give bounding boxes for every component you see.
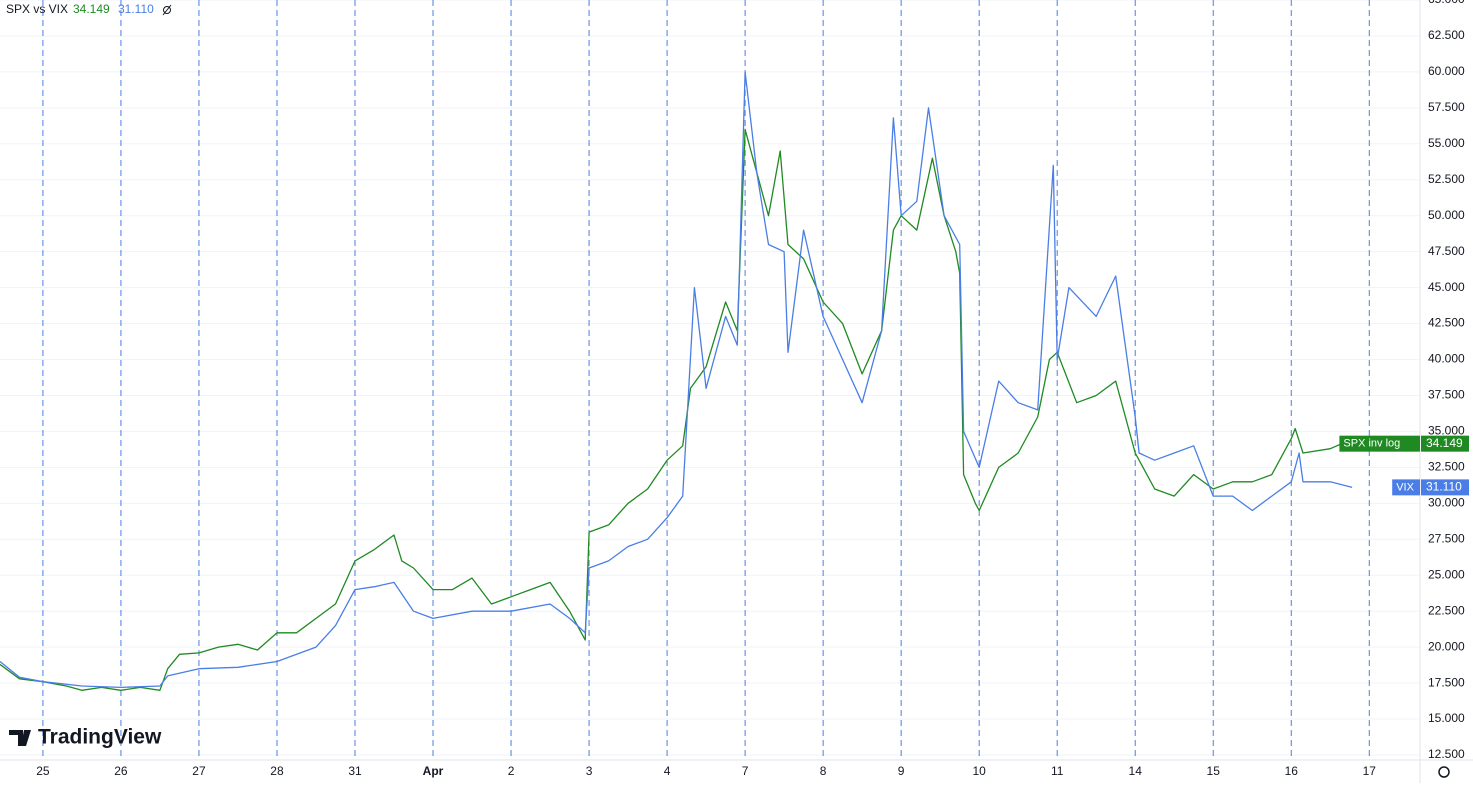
legend-value: 34.149	[73, 2, 110, 16]
watermark: TradingView	[38, 726, 162, 749]
x-tick-label: Apr	[423, 764, 444, 778]
x-tick-label: 16	[1285, 764, 1299, 778]
x-tick-label: 7	[742, 764, 749, 778]
y-tick-label: 40.000	[1428, 352, 1465, 366]
y-tick-label: 12.500	[1428, 747, 1465, 761]
visibility-icon[interactable]	[162, 4, 172, 16]
y-tick-label: 20.000	[1428, 639, 1465, 653]
series-name-label: VIX	[1396, 481, 1414, 493]
x-tick-label: 26	[114, 764, 128, 778]
y-tick-label: 50.000	[1428, 208, 1465, 222]
x-tick-label: 3	[586, 764, 593, 778]
last-value-box	[1421, 479, 1469, 496]
y-tick-label: 35.000	[1428, 424, 1465, 438]
y-tick-label: 37.500	[1428, 388, 1465, 402]
series-name-box	[1392, 479, 1420, 496]
plot	[0, 0, 1420, 760]
y-tick-label: 32.500	[1428, 460, 1465, 474]
y-tick-label: 55.000	[1428, 136, 1465, 150]
y-tick-label: 45.000	[1428, 280, 1465, 294]
x-tick-label: 4	[664, 764, 671, 778]
series-line	[0, 71, 1353, 689]
last-value-box	[1421, 435, 1469, 452]
logo	[9, 730, 31, 746]
y-tick-label: 30.000	[1428, 496, 1465, 510]
x-tick-label: 31	[348, 764, 362, 778]
series-name-box	[1339, 435, 1420, 452]
x-tick-label: 15	[1207, 764, 1221, 778]
x-tick-label: 14	[1129, 764, 1143, 778]
x-tick-label: 8	[820, 764, 827, 778]
last-value-label: 31.110	[1426, 480, 1462, 494]
legend-value: 31.110	[118, 2, 154, 16]
x-tick-label: 11	[1051, 764, 1064, 778]
x-tick-label: 25	[36, 764, 50, 778]
y-tick-label: 25.000	[1428, 567, 1465, 581]
y-tick-label: 65.000	[1428, 0, 1465, 6]
x-tick-label: 17	[1363, 764, 1377, 778]
series-name-label: SPX inv log	[1343, 438, 1400, 450]
last-value-label: 34.149	[1426, 436, 1463, 450]
y-tick-label: 60.000	[1428, 64, 1465, 78]
y-tick-label: 47.500	[1428, 244, 1465, 258]
x-tick-label: 10	[972, 764, 986, 778]
y-tick-label: 22.500	[1428, 603, 1465, 617]
y-tick-label: 52.500	[1428, 172, 1465, 186]
chart-title: SPX vs VIX	[6, 2, 68, 16]
x-tick-label: 9	[898, 764, 905, 778]
settings-icon[interactable]	[1438, 766, 1450, 778]
y-tick-label: 27.500	[1428, 531, 1465, 545]
y-tick-label: 62.500	[1428, 28, 1465, 42]
y-tick-label: 17.500	[1428, 675, 1465, 689]
series-line	[0, 128, 1353, 691]
x-tick-label: 2	[508, 764, 515, 778]
x-tick-label: 27	[192, 764, 206, 778]
x-tick-label: 28	[270, 764, 284, 778]
y-tick-label: 15.000	[1428, 711, 1465, 725]
y-tick-label: 57.500	[1428, 100, 1465, 114]
y-tick-label: 42.500	[1428, 316, 1465, 330]
